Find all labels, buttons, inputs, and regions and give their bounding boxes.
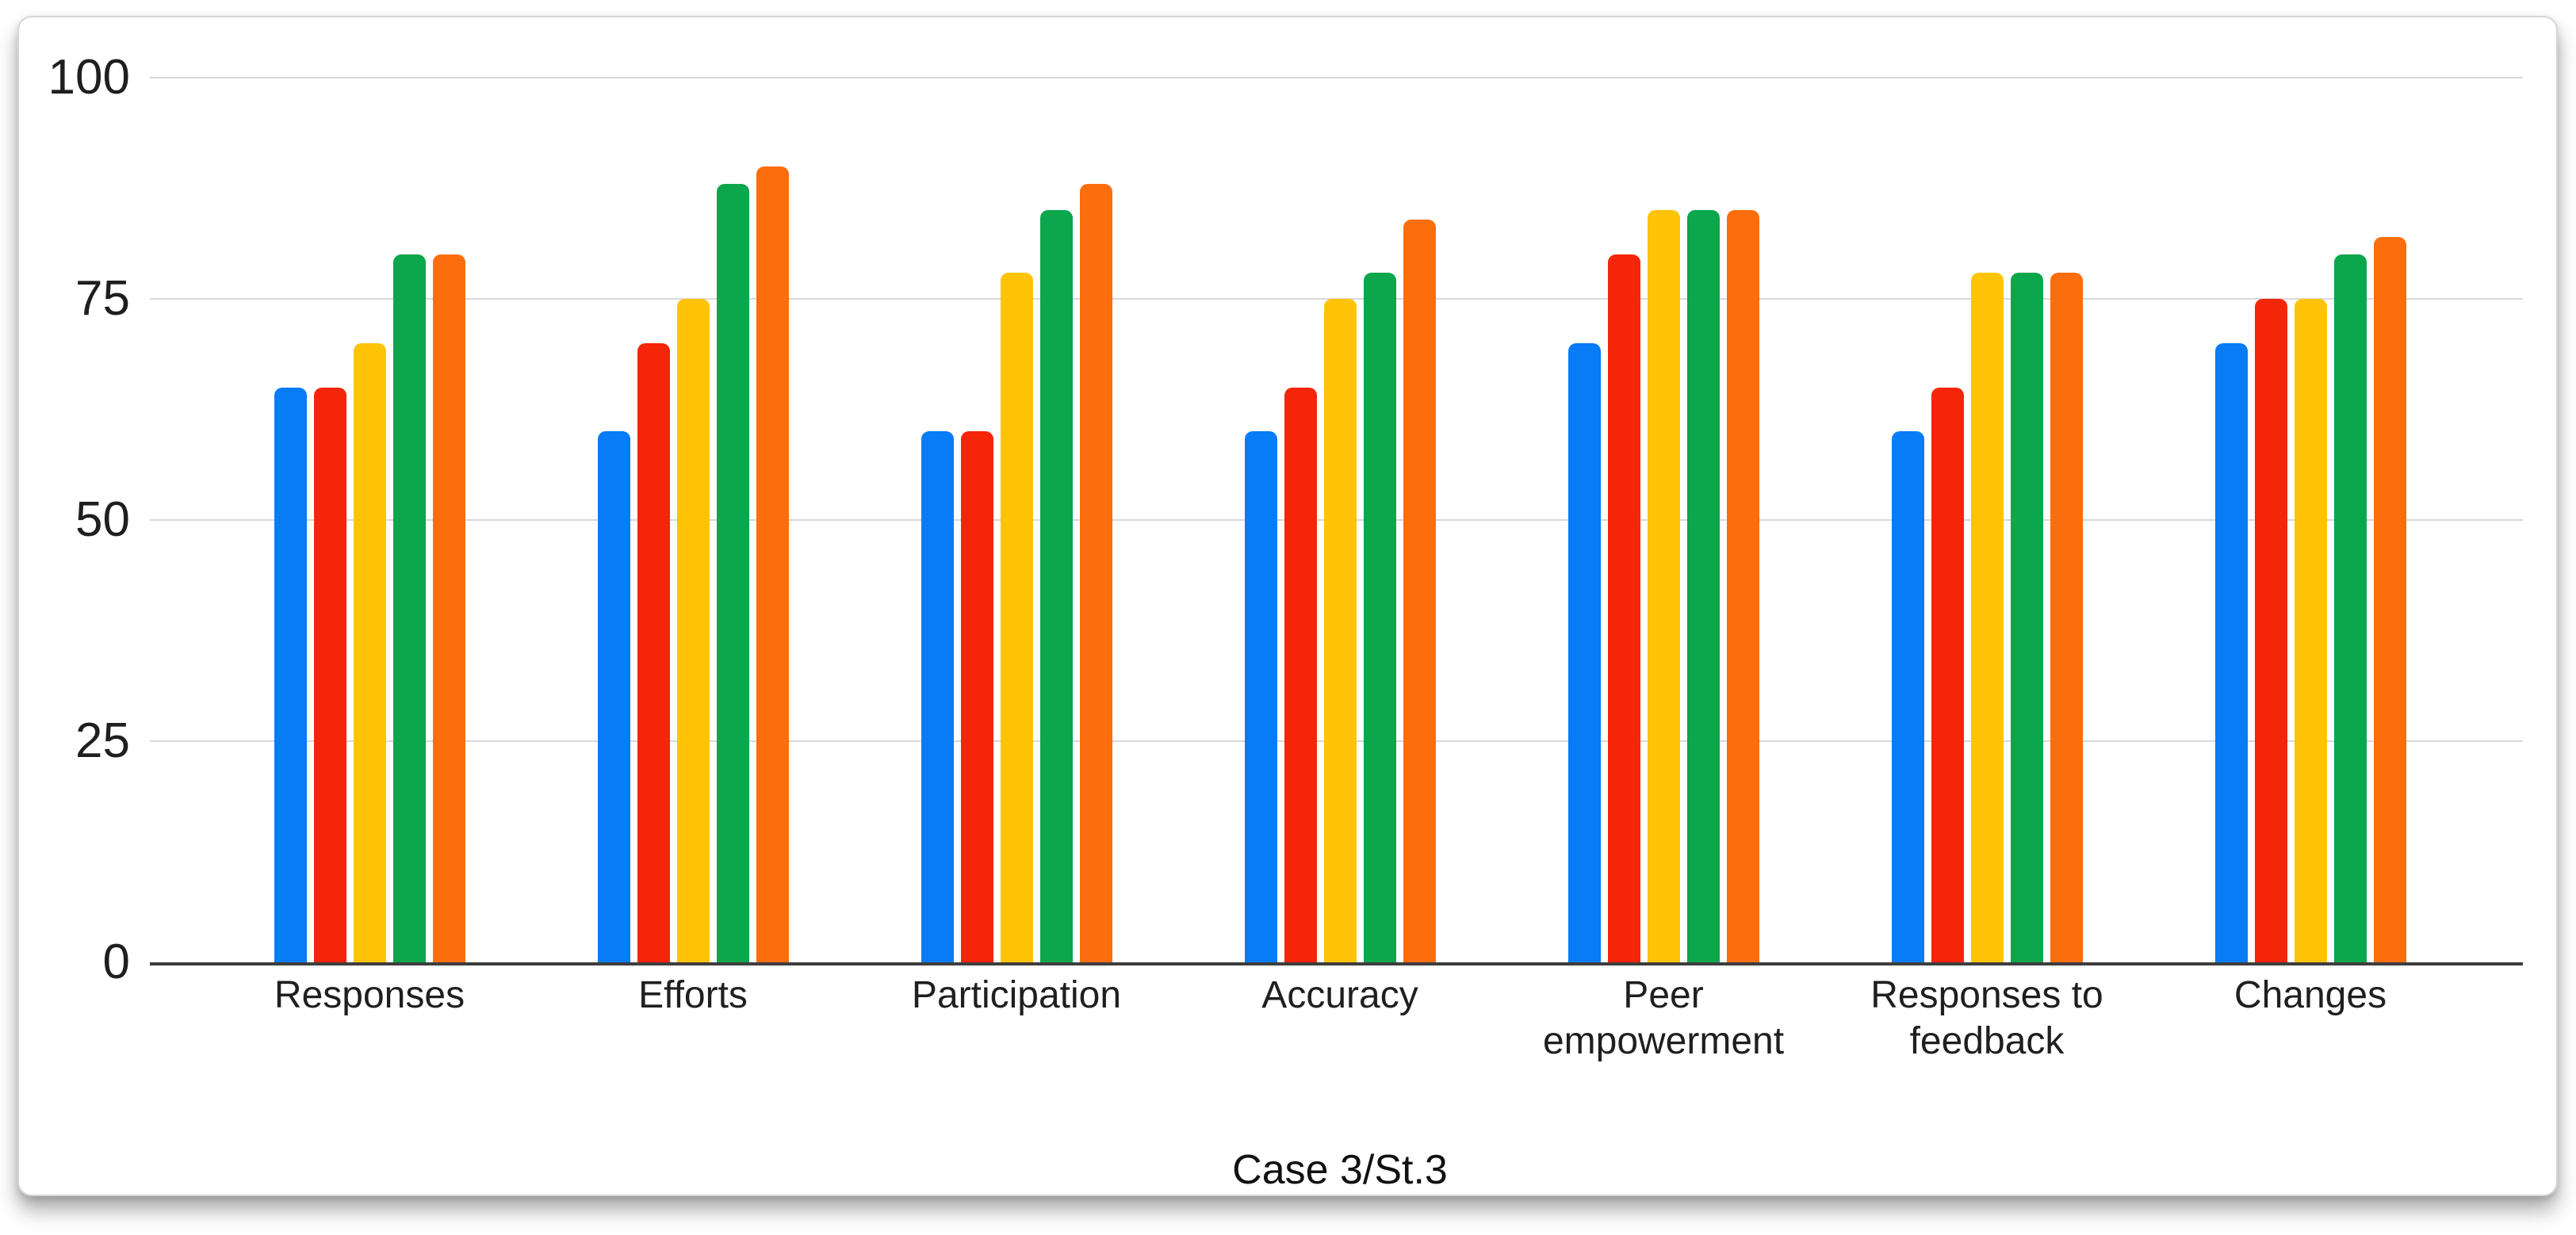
category-label-7: Changes (2233, 974, 2387, 1016)
y-tick-label-0: 0 (102, 935, 130, 989)
y-tick-label-75: 75 (75, 271, 130, 326)
bar-group-5 (1568, 210, 1759, 962)
bar-blue (2215, 343, 2248, 962)
bar-group-7 (2215, 237, 2406, 962)
category-label-2: Efforts (638, 974, 748, 1016)
y-tick-label-25: 25 (75, 713, 130, 768)
bar-blue (274, 388, 307, 962)
bar-orange (1080, 184, 1112, 962)
bar-group-6 (1892, 273, 2083, 962)
bar-blue (598, 431, 630, 962)
bar-green (2011, 273, 2043, 962)
y-tick-label-100: 100 (48, 50, 130, 105)
bar-blue (1568, 343, 1601, 962)
bar-red (961, 431, 993, 962)
category-label-5: Peer empowerment (1542, 974, 1785, 1062)
bar-red (637, 343, 670, 962)
bar-yellow (1648, 210, 1680, 962)
bar-red (314, 388, 346, 962)
bar-green (2334, 254, 2367, 962)
bar-green (1040, 210, 1073, 962)
bar-red (2255, 299, 2287, 962)
bar-blue (921, 431, 954, 962)
bar-green (1364, 273, 1396, 962)
gridline-y-100 (150, 77, 2523, 78)
bar-group-3 (921, 184, 1112, 962)
chart-title: Case 3/St.3 (1232, 1147, 1448, 1193)
bar-yellow (354, 343, 386, 962)
plot-area (150, 77, 2523, 965)
bar-blue (1245, 431, 1277, 962)
bar-group-2 (598, 166, 789, 962)
bar-orange (2374, 237, 2406, 962)
bar-group-4 (1245, 220, 1436, 962)
category-label-1: Responses (274, 974, 465, 1016)
bar-orange (433, 254, 465, 962)
bar-group-1 (274, 254, 465, 962)
bar-green (393, 254, 426, 962)
bar-orange (2050, 273, 2083, 962)
bar-red (1284, 388, 1317, 962)
category-label-6: Responses to feedback (1870, 974, 2103, 1062)
y-tick-label-50: 50 (75, 492, 130, 547)
bar-yellow (1324, 299, 1357, 962)
bar-green (1687, 210, 1720, 962)
bar-red (1608, 254, 1640, 962)
category-label-3: Participation (911, 974, 1122, 1016)
chart-card: 100 75 50 25 0 Responses Efforts Participation… (17, 16, 2558, 1196)
category-label-4: Accuracy (1261, 974, 1418, 1016)
bar-green (717, 184, 749, 962)
bar-yellow (1971, 273, 2004, 962)
bar-yellow (1001, 273, 1033, 962)
bar-red (1931, 388, 1964, 962)
bar-yellow (2295, 299, 2327, 962)
bar-orange (1403, 220, 1436, 962)
bar-orange (1727, 210, 1759, 962)
bar-yellow (677, 299, 710, 962)
bar-blue (1892, 431, 1924, 962)
bar-orange (756, 166, 789, 962)
